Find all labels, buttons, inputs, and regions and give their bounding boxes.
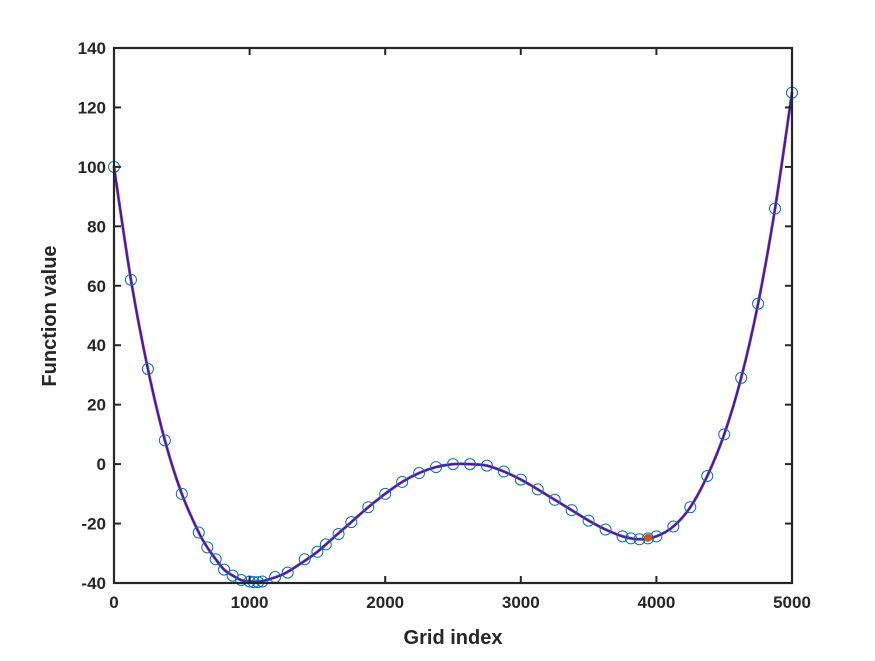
data-point-marker — [447, 458, 459, 471]
data-point-marker — [332, 527, 345, 540]
x-tick-label: 3000 — [502, 593, 540, 612]
data-point-marker — [752, 297, 765, 310]
data-point-marker — [616, 530, 629, 543]
x-tick-label: 1000 — [231, 593, 269, 612]
y-tick-label: -20 — [81, 515, 106, 534]
data-point-marker — [718, 428, 731, 441]
data-point-marker — [413, 467, 426, 480]
data-point-marker — [480, 459, 493, 472]
data-point-marker — [599, 523, 612, 536]
x-tick-label: 4000 — [637, 593, 675, 612]
data-point-marker — [124, 273, 137, 286]
axes-box — [112, 46, 794, 585]
data-point-marker — [141, 363, 154, 375]
data-point-marker — [218, 563, 231, 576]
data-point-marker — [463, 458, 476, 471]
data-point-marker — [497, 465, 510, 478]
data-point-marker — [319, 538, 332, 551]
data-point-marker — [701, 470, 714, 482]
data-point-marker — [345, 516, 358, 529]
y-tick-label: 20 — [87, 396, 106, 415]
x-tick-label: 2000 — [366, 593, 404, 612]
y-axis-label: Function value — [39, 245, 61, 386]
data-point-marker — [582, 514, 595, 527]
data-point-marker — [684, 501, 697, 514]
x-tick-label: 5000 — [773, 593, 811, 612]
data-point-marker — [430, 461, 443, 474]
data-point-marker — [175, 487, 188, 500]
axes-layer — [112, 46, 794, 585]
data-point-marker — [201, 541, 214, 554]
y-tick-label: 120 — [78, 98, 106, 117]
plot-area — [114, 48, 792, 583]
data-point-marker — [362, 501, 375, 514]
ticks-layer: 0 1000 2000 3000 4000 5000 -40 -20 0 20 40 60 80 100 1… — [78, 39, 811, 612]
data-point-marker — [548, 493, 561, 506]
data-point-marker — [235, 574, 248, 587]
y-tick-label: 60 — [87, 277, 106, 296]
data-point-marker — [624, 532, 637, 545]
data-point-marker — [641, 532, 654, 545]
y-tick-label: 40 — [87, 336, 106, 355]
data-point-marker — [281, 566, 294, 579]
data-point-marker — [379, 487, 392, 500]
data-point-marker — [565, 504, 578, 517]
y-tick-label: -40 — [81, 574, 106, 593]
data-point-marker — [311, 545, 324, 558]
y-tick-label: 100 — [78, 158, 106, 177]
highlighted-point — [643, 533, 652, 542]
data-point-marker — [298, 553, 311, 566]
data-point-marker — [209, 553, 222, 566]
series-line-1 — [113, 91, 793, 583]
data-point-marker — [667, 520, 680, 533]
y-tick-label: 80 — [87, 217, 106, 236]
x-tick-label: 0 — [109, 593, 118, 612]
y-tick-label: 0 — [97, 455, 106, 474]
y-tick-label: 140 — [78, 39, 106, 58]
data-point-marker — [192, 526, 205, 539]
data-point-marker — [158, 434, 171, 447]
x-axis-label: Grid index — [404, 627, 503, 649]
data-point-marker — [514, 473, 527, 486]
data-point-marker — [531, 483, 544, 496]
data-point-marker — [256, 575, 269, 588]
data-point-marker — [735, 371, 748, 384]
data-point-marker — [769, 202, 782, 215]
data-point-marker — [396, 475, 409, 488]
